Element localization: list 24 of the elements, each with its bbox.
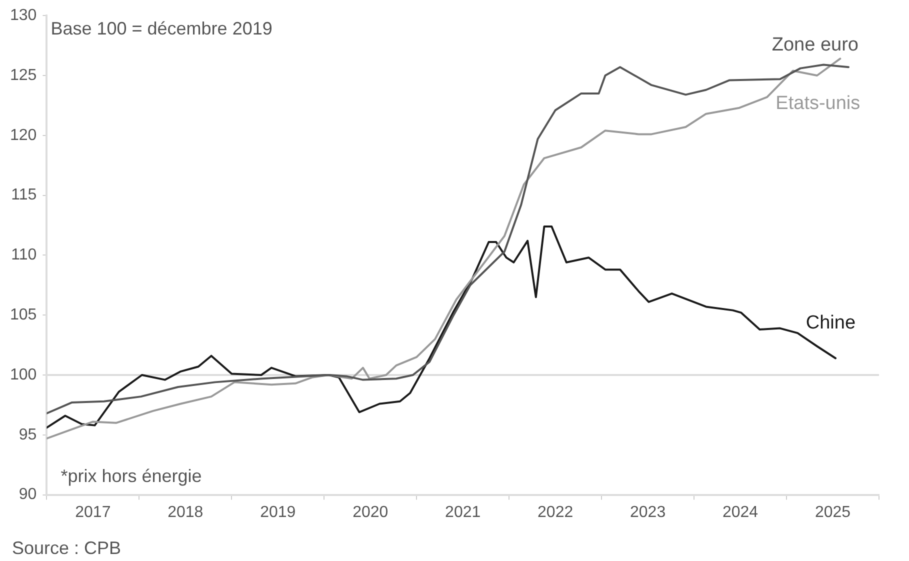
y-tick-label: 100 [10,366,37,384]
annotation: Base 100 = décembre 2019 [50,18,272,39]
y-tick-label: 105 [10,306,37,324]
y-tick-label: 125 [10,66,37,84]
x-tick-label: 2018 [168,504,204,521]
x-tick-label: 2017 [75,504,111,521]
x-tick-label: 2020 [352,504,388,521]
x-tick-label: 2021 [445,504,481,521]
y-tick-label: 115 [11,186,37,204]
series-label: Chine [806,312,856,334]
annotation: *prix hors énergie [60,466,202,486]
y-tick-label: 120 [10,126,37,144]
y-tick-label: 95 [18,426,37,444]
x-tick-label: 2023 [630,504,666,521]
x-tick-label: 2024 [722,504,758,521]
x-tick-label: 2019 [260,504,296,521]
y-tick-label: 130 [10,7,37,24]
x-tick-label: 2025 [814,504,851,521]
x-tick-label: 2022 [538,504,574,521]
source-note: Source : CPB [12,538,122,558]
y-tick-label: 110 [11,246,37,264]
series-label: Etats-unis [776,92,860,114]
series-label: Zone euro [772,34,858,56]
y-tick-label: 90 [18,486,37,504]
